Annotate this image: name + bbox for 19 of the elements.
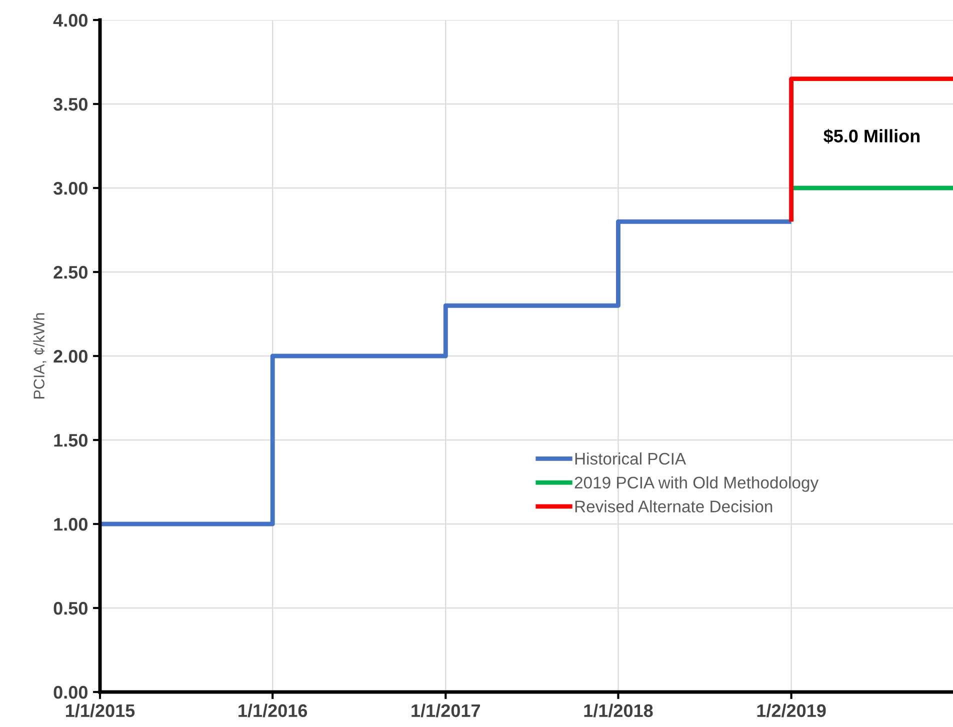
x-tick-label: 1/2/2019 xyxy=(757,704,826,718)
x-tick-label: 1/1/2018 xyxy=(584,704,653,718)
legend-label: Revised Alternate Decision xyxy=(575,500,772,512)
y-tick-label: 4.00 xyxy=(53,14,88,27)
y-tick-label: 1.00 xyxy=(54,518,88,531)
x-tick-label: 1/1/2016 xyxy=(238,704,308,718)
legend-label: 2019 PCIA with Old Methodology xyxy=(574,476,819,492)
legend-label: Historical PCIA xyxy=(575,452,686,465)
x-tick-label: 1/1/2017 xyxy=(412,704,480,718)
y-tick-label: 1.50 xyxy=(54,434,88,447)
annotation: $5.0 Million xyxy=(824,128,920,144)
y-tick-label: 0.50 xyxy=(54,602,88,615)
x-tick-label: 1/1/2015 xyxy=(66,704,135,718)
y-axis-title: PCIA, ¢/kWh xyxy=(33,313,46,398)
y-tick-label: 0.00 xyxy=(54,686,88,699)
y-tick-label: 2.50 xyxy=(54,266,88,279)
y-tick-label: 3.50 xyxy=(53,98,88,111)
y-tick-label: 3.00 xyxy=(53,182,88,195)
y-tick-label: 2.00 xyxy=(54,350,88,363)
